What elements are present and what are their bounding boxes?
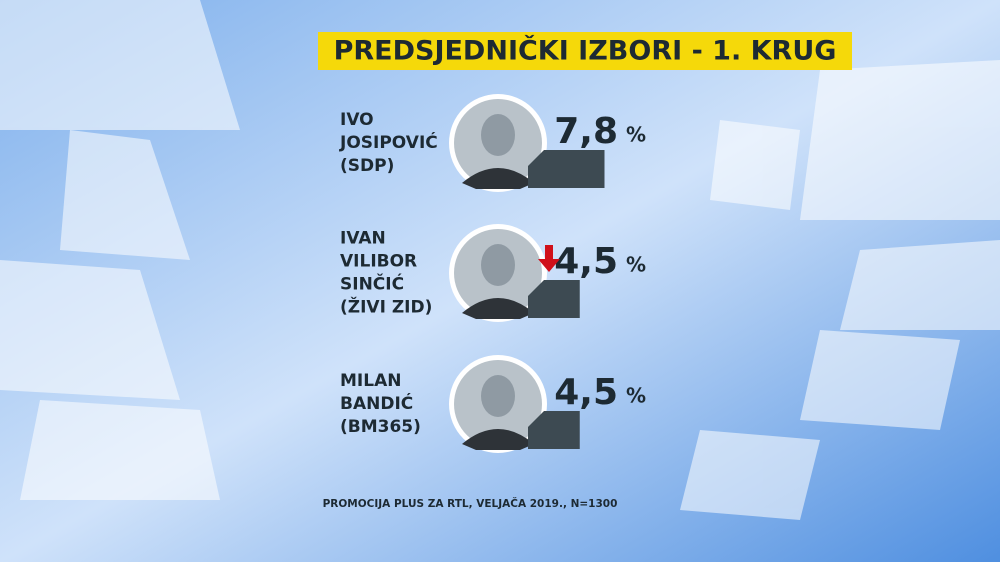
value-label: 4,5 <box>554 372 618 413</box>
unit-label: % <box>626 253 646 277</box>
title-box <box>318 32 852 70</box>
photo-body <box>462 298 534 319</box>
bar <box>528 280 580 318</box>
photo-body <box>462 168 534 189</box>
unit-label: % <box>626 123 646 147</box>
bar <box>528 150 605 188</box>
category-label: VILIBOR <box>340 252 417 272</box>
decoration <box>0 0 1000 520</box>
unit-label: % <box>626 384 646 408</box>
photo-head <box>481 375 515 417</box>
value-label: 4,5 <box>554 241 618 282</box>
category-label: MILAN <box>340 371 401 391</box>
chart-title: PREDSJEDNIČKI IZBORI - 1. KRUG <box>334 35 837 67</box>
trend-arrow <box>538 245 560 272</box>
category-label: BANDIĆ <box>340 392 413 414</box>
bar <box>528 411 580 449</box>
source: PROMOCIJA PLUS ZA RTL, VELJAČA 2019., N=… <box>323 497 618 510</box>
category-label: IVAN <box>340 229 386 249</box>
category-label: (ŽIVI ZID) <box>340 296 432 318</box>
category-label: IVO <box>340 110 374 130</box>
category-label: (BM365) <box>340 417 421 437</box>
photo-head <box>481 114 515 156</box>
category-label: JOSIPOVIĆ <box>339 131 438 153</box>
category-label: SINČIĆ <box>340 273 404 295</box>
value-label: 7,8 <box>554 111 618 152</box>
category-label: (SDP) <box>340 156 394 176</box>
photo-body <box>462 429 534 450</box>
photo-head <box>481 244 515 286</box>
